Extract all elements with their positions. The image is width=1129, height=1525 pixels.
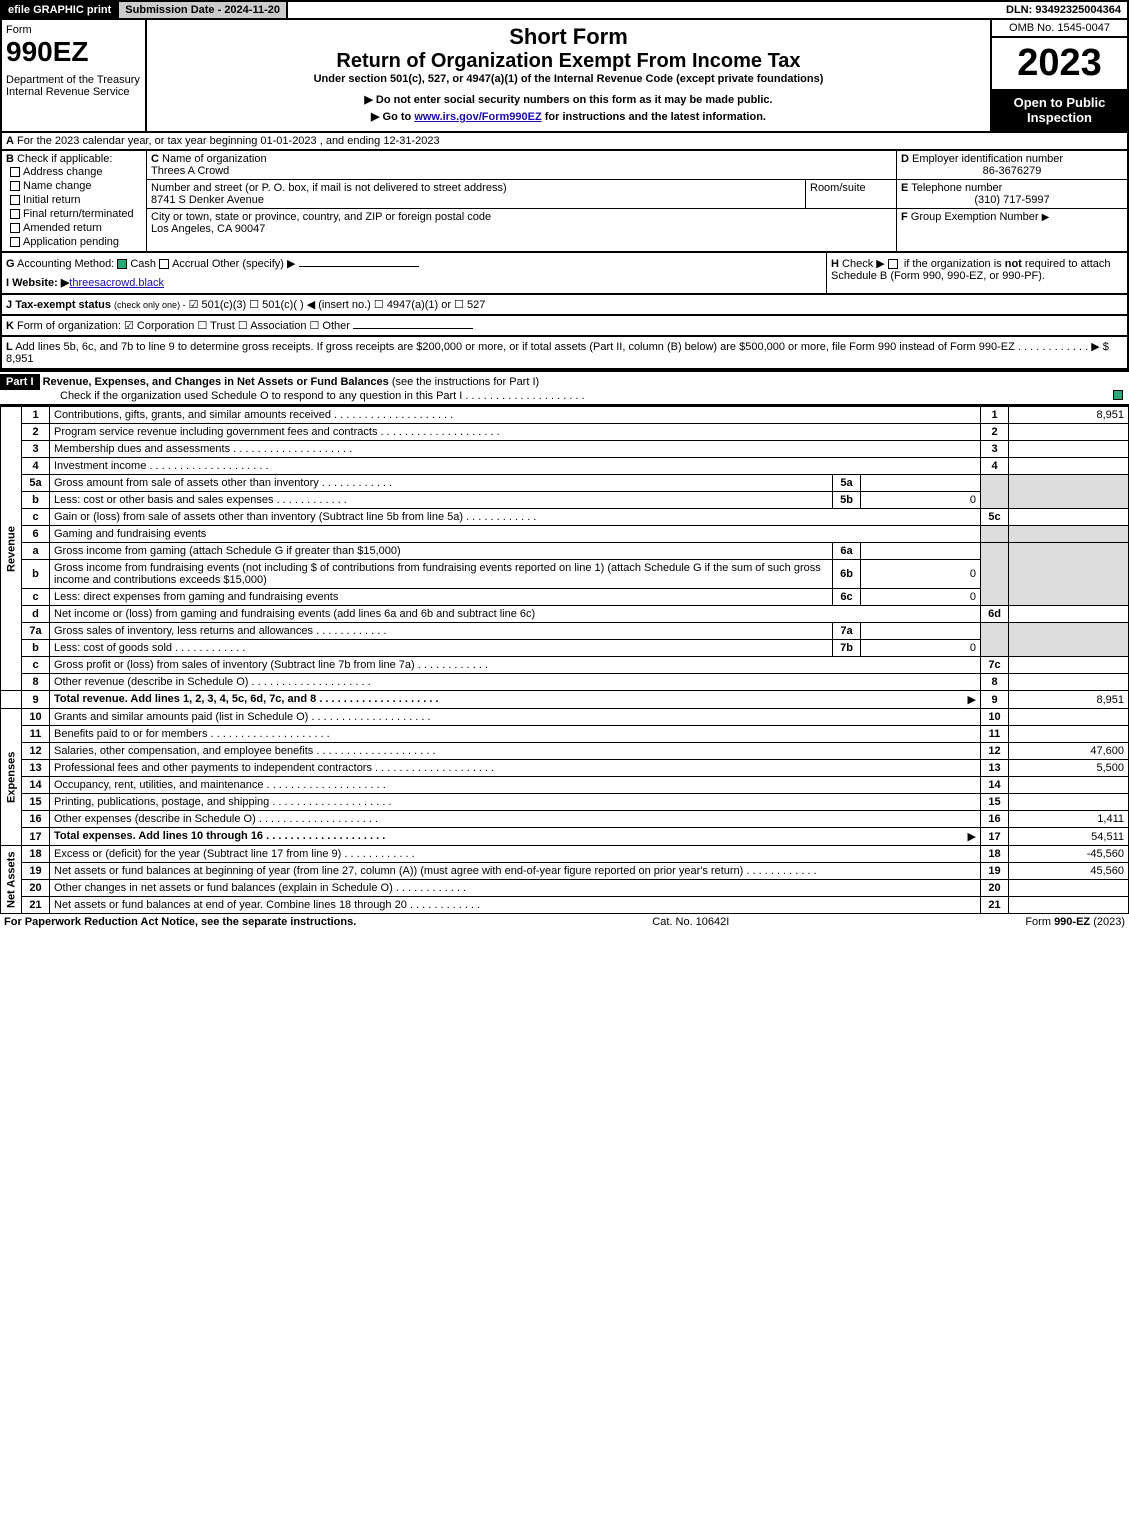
submission-date-label: Submission Date - 2024-11-20 <box>119 2 288 18</box>
application-pending-checkbox[interactable] <box>10 237 20 247</box>
part1-check-text: Check if the organization used Schedule … <box>60 390 585 402</box>
website-label: Website: ▶ <box>12 277 69 289</box>
line-17: 17Total expenses. Add lines 10 through 1… <box>1 828 1129 846</box>
part1-see: (see the instructions for Part I) <box>392 376 539 388</box>
section-a: A For the 2023 calendar year, or tax yea… <box>0 133 1129 151</box>
line-6d: dNet income or (loss) from gaming and fu… <box>1 606 1129 623</box>
accrual-checkbox[interactable] <box>159 259 169 269</box>
check-applicable-label: Check if applicable: <box>17 153 112 165</box>
tax-year: 2023 <box>992 38 1127 89</box>
part1-bar: Part I <box>0 374 40 390</box>
line-2: 2Program service revenue including gover… <box>1 424 1129 441</box>
section-k: K Form of organization: ☑ Corporation ☐ … <box>0 316 1129 337</box>
line-6a: aGross income from gaming (attach Schedu… <box>1 543 1129 560</box>
initial-return-checkbox[interactable] <box>10 195 20 205</box>
efile-print-label[interactable]: efile GRAPHIC print <box>2 2 119 18</box>
schedule-o-checkbox[interactable] <box>1113 390 1123 400</box>
city-value: Los Angeles, CA 90047 <box>151 223 265 235</box>
part1-header: Part I Revenue, Expenses, and Changes in… <box>0 370 1129 406</box>
irs-link[interactable]: www.irs.gov/Form990EZ <box>414 111 541 123</box>
goto-line: ▶ Go to www.irs.gov/Form990EZ for instru… <box>151 110 986 123</box>
paperwork-notice: For Paperwork Reduction Act Notice, see … <box>4 916 356 928</box>
line-7c: cGross profit or (loss) from sales of in… <box>1 657 1129 674</box>
line-5c: cGain or (loss) from sale of assets othe… <box>1 509 1129 526</box>
line-5a: 5aGross amount from sale of assets other… <box>1 475 1129 492</box>
dept-label: Department of the Treasury <box>6 74 141 86</box>
omb-number: OMB No. 1545-0047 <box>992 20 1127 38</box>
line-21: 21Net assets or fund balances at end of … <box>1 897 1129 914</box>
catalog-number: Cat. No. 10642I <box>652 916 729 928</box>
phone-value: (310) 717-5997 <box>901 194 1123 206</box>
line-14: 14Occupancy, rent, utilities, and mainte… <box>1 777 1129 794</box>
title-return: Return of Organization Exempt From Incom… <box>151 50 986 73</box>
line-4: 4Investment income4 <box>1 458 1129 475</box>
org-name: Threes A Crowd <box>151 165 229 177</box>
form-label: Form <box>6 24 141 36</box>
tax-year-line: For the 2023 calendar year, or tax year … <box>17 135 440 147</box>
dln-label: DLN: 93492325004364 <box>1000 2 1127 18</box>
gh-row: G Accounting Method: Cash Accrual Other … <box>0 253 1129 295</box>
expenses-label: Expenses <box>1 709 22 846</box>
title-short-form: Short Form <box>151 24 986 50</box>
phone-label: Telephone number <box>911 182 1002 194</box>
street-value: 8741 S Denker Avenue <box>151 194 264 206</box>
line-10: Expenses 10Grants and similar amounts pa… <box>1 709 1129 726</box>
line-6b: bGross income from fundraising events (n… <box>1 560 1129 589</box>
form-header: Form 990EZ Department of the Treasury In… <box>0 20 1129 133</box>
form-number: 990EZ <box>6 36 141 68</box>
arrow-icon: ▶ <box>1042 212 1050 223</box>
line-9: 9Total revenue. Add lines 1, 2, 3, 4, 5c… <box>1 691 1129 709</box>
line-7a: 7aGross sales of inventory, less returns… <box>1 623 1129 640</box>
form-org-label: Form of organization: <box>17 320 121 332</box>
section-l: L Add lines 5b, 6c, and 7b to line 9 to … <box>0 337 1129 370</box>
room-suite-label: Room/suite <box>806 180 896 208</box>
line-15: 15Printing, publications, postage, and s… <box>1 794 1129 811</box>
line-6: 6Gaming and fundraising events <box>1 526 1129 543</box>
cash-checkbox[interactable] <box>117 259 127 269</box>
city-label: City or town, state or province, country… <box>151 211 491 223</box>
line-13: 13Professional fees and other payments t… <box>1 760 1129 777</box>
line-6c: cLess: direct expenses from gaming and f… <box>1 589 1129 606</box>
line-5b: bLess: cost or other basis and sales exp… <box>1 492 1129 509</box>
group-exemption-label: Group Exemption Number <box>911 211 1039 223</box>
entity-info-block: B Check if applicable: Address change Na… <box>0 151 1129 253</box>
lines-table: Revenue 1Contributions, gifts, grants, a… <box>0 406 1129 914</box>
ssn-warning: ▶ Do not enter social security numbers o… <box>151 93 986 106</box>
form-org-options: ☑ Corporation ☐ Trust ☐ Association ☐ Ot… <box>124 320 350 332</box>
under-section: Under section 501(c), 527, or 4947(a)(1)… <box>151 73 986 85</box>
final-return-checkbox[interactable] <box>10 209 20 219</box>
line-11: 11Benefits paid to or for members11 <box>1 726 1129 743</box>
form-footer: Form 990-EZ (2023) <box>1025 916 1125 928</box>
accounting-method-label: Accounting Method: <box>17 258 114 270</box>
line-12: 12Salaries, other compensation, and empl… <box>1 743 1129 760</box>
page-footer: For Paperwork Reduction Act Notice, see … <box>0 914 1129 930</box>
line-18: Net Assets 18Excess or (deficit) for the… <box>1 846 1129 863</box>
part1-title: Revenue, Expenses, and Changes in Net As… <box>43 376 389 388</box>
netassets-label: Net Assets <box>1 846 22 914</box>
street-label: Number and street (or P. O. box, if mail… <box>151 182 507 194</box>
line-3: 3Membership dues and assessments3 <box>1 441 1129 458</box>
tax-exempt-options: ☑ 501(c)(3) ☐ 501(c)( ) ◀ (insert no.) ☐… <box>189 299 486 311</box>
line-20: 20Other changes in net assets or fund ba… <box>1 880 1129 897</box>
line-19: 19Net assets or fund balances at beginni… <box>1 863 1129 880</box>
line-7b: bLess: cost of goods sold7b0 <box>1 640 1129 657</box>
gross-receipts-text: Add lines 5b, 6c, and 7b to line 9 to de… <box>15 341 1088 353</box>
name-change-checkbox[interactable] <box>10 181 20 191</box>
line-8: 8Other revenue (describe in Schedule O)8 <box>1 674 1129 691</box>
irs-label: Internal Revenue Service <box>6 86 141 98</box>
open-to-public: Open to Public Inspection <box>992 89 1127 131</box>
tax-exempt-label: Tax-exempt status <box>15 299 111 311</box>
address-change-checkbox[interactable] <box>10 167 20 177</box>
top-bar: efile GRAPHIC print Submission Date - 20… <box>0 0 1129 20</box>
schedule-b-checkbox[interactable] <box>888 259 898 269</box>
website-link[interactable]: threesacrowd.black <box>69 277 164 289</box>
line-1: Revenue 1Contributions, gifts, grants, a… <box>1 407 1129 424</box>
ein-value: 86-3676279 <box>901 165 1123 177</box>
ein-label: Employer identification number <box>912 153 1063 165</box>
revenue-label: Revenue <box>1 407 22 691</box>
line-16: 16Other expenses (describe in Schedule O… <box>1 811 1129 828</box>
section-j: J Tax-exempt status (check only one) - ☑… <box>0 295 1129 316</box>
org-name-label: Name of organization <box>162 153 267 165</box>
amended-return-checkbox[interactable] <box>10 223 20 233</box>
